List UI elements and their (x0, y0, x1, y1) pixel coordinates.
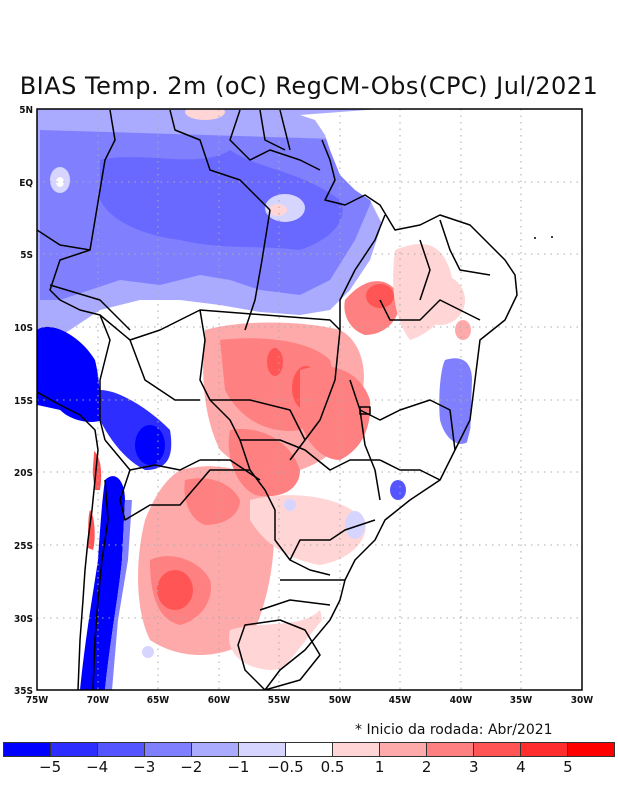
colorbar-swatch (286, 743, 333, 756)
lon-label: 75W (26, 695, 49, 706)
colorbar-label: 3 (468, 758, 479, 776)
lon-label: 60W (208, 695, 231, 706)
colorbar-swatch (4, 743, 51, 756)
lat-label: 30S (14, 614, 33, 625)
lon-label: 35W (510, 695, 533, 706)
colorbar-swatch (521, 743, 568, 756)
lat-label: 25S (14, 541, 33, 552)
colorbar-label: 5 (563, 758, 573, 776)
colorbar-swatch (145, 743, 192, 756)
lon-label: 65W (147, 695, 170, 706)
colorbar-label: 4 (516, 758, 526, 776)
lat-label: 20S (14, 468, 33, 479)
colorbar-swatch (380, 743, 427, 756)
blue-region-andes-north (37, 326, 102, 422)
colorbar-swatch (568, 743, 614, 756)
lon-label: 55W (268, 695, 291, 706)
colorbar-label: −1 (227, 758, 250, 776)
colorbar (3, 742, 615, 757)
colorbar-label: 0.5 (320, 758, 345, 776)
colorbar-label: 2 (421, 758, 432, 776)
colorbar-swatch (474, 743, 521, 756)
colorbar-label: −2 (180, 758, 203, 776)
boundaries (37, 109, 518, 690)
lon-label: 40W (450, 695, 473, 706)
lon-label: 45W (389, 695, 412, 706)
colorbar-label: −0.5 (267, 758, 304, 776)
lat-labels: 5N EQ 5S 10S 15S 20S 25S 30S 35S (14, 105, 33, 697)
ocean-mask-pacific (37, 405, 95, 690)
colorbar-swatch (239, 743, 286, 756)
blue-region-andes-south (80, 476, 125, 690)
colorbar-label: −5 (39, 758, 62, 776)
chart-title: BIAS Temp. 2m (oC) RegCM-Obs(CPC) Jul/20… (19, 72, 599, 100)
map-frame (36, 108, 583, 691)
lat-label: 5N (19, 105, 33, 116)
colorbar-swatch (427, 743, 474, 756)
run-start-note: * Inicio da rodada: Abr/2021 (355, 722, 553, 738)
lon-label: 30W (571, 695, 594, 706)
lon-labels: 75W 70W 65W 60W 55W 50W 45W 40W 35W 30W (26, 695, 594, 706)
lon-label: 70W (87, 695, 110, 706)
lat-label: 10S (14, 323, 33, 334)
lat-label: EQ (19, 178, 33, 189)
lat-label: 5S (20, 250, 33, 261)
lat-label: 15S (14, 396, 33, 407)
colorbar-label: 1 (374, 758, 385, 776)
blue-region-east-coast (439, 358, 472, 444)
colorbar-label: −3 (133, 758, 156, 776)
bias-map: 5N EQ 5S 10S 15S 20S 25S 30S 35S 75W 70W… (14, 105, 594, 706)
blue-region-north-core (100, 150, 343, 250)
lon-label: 50W (329, 695, 352, 706)
colorbar-swatch (192, 743, 239, 756)
colorbar-swatch (98, 743, 145, 756)
colorbar-swatch (333, 743, 380, 756)
ocean-mask-atlantic (265, 109, 582, 690)
colorbar-swatch (51, 743, 98, 756)
colorbar-label: −4 (86, 758, 109, 776)
lat-label: 35S (14, 686, 33, 697)
